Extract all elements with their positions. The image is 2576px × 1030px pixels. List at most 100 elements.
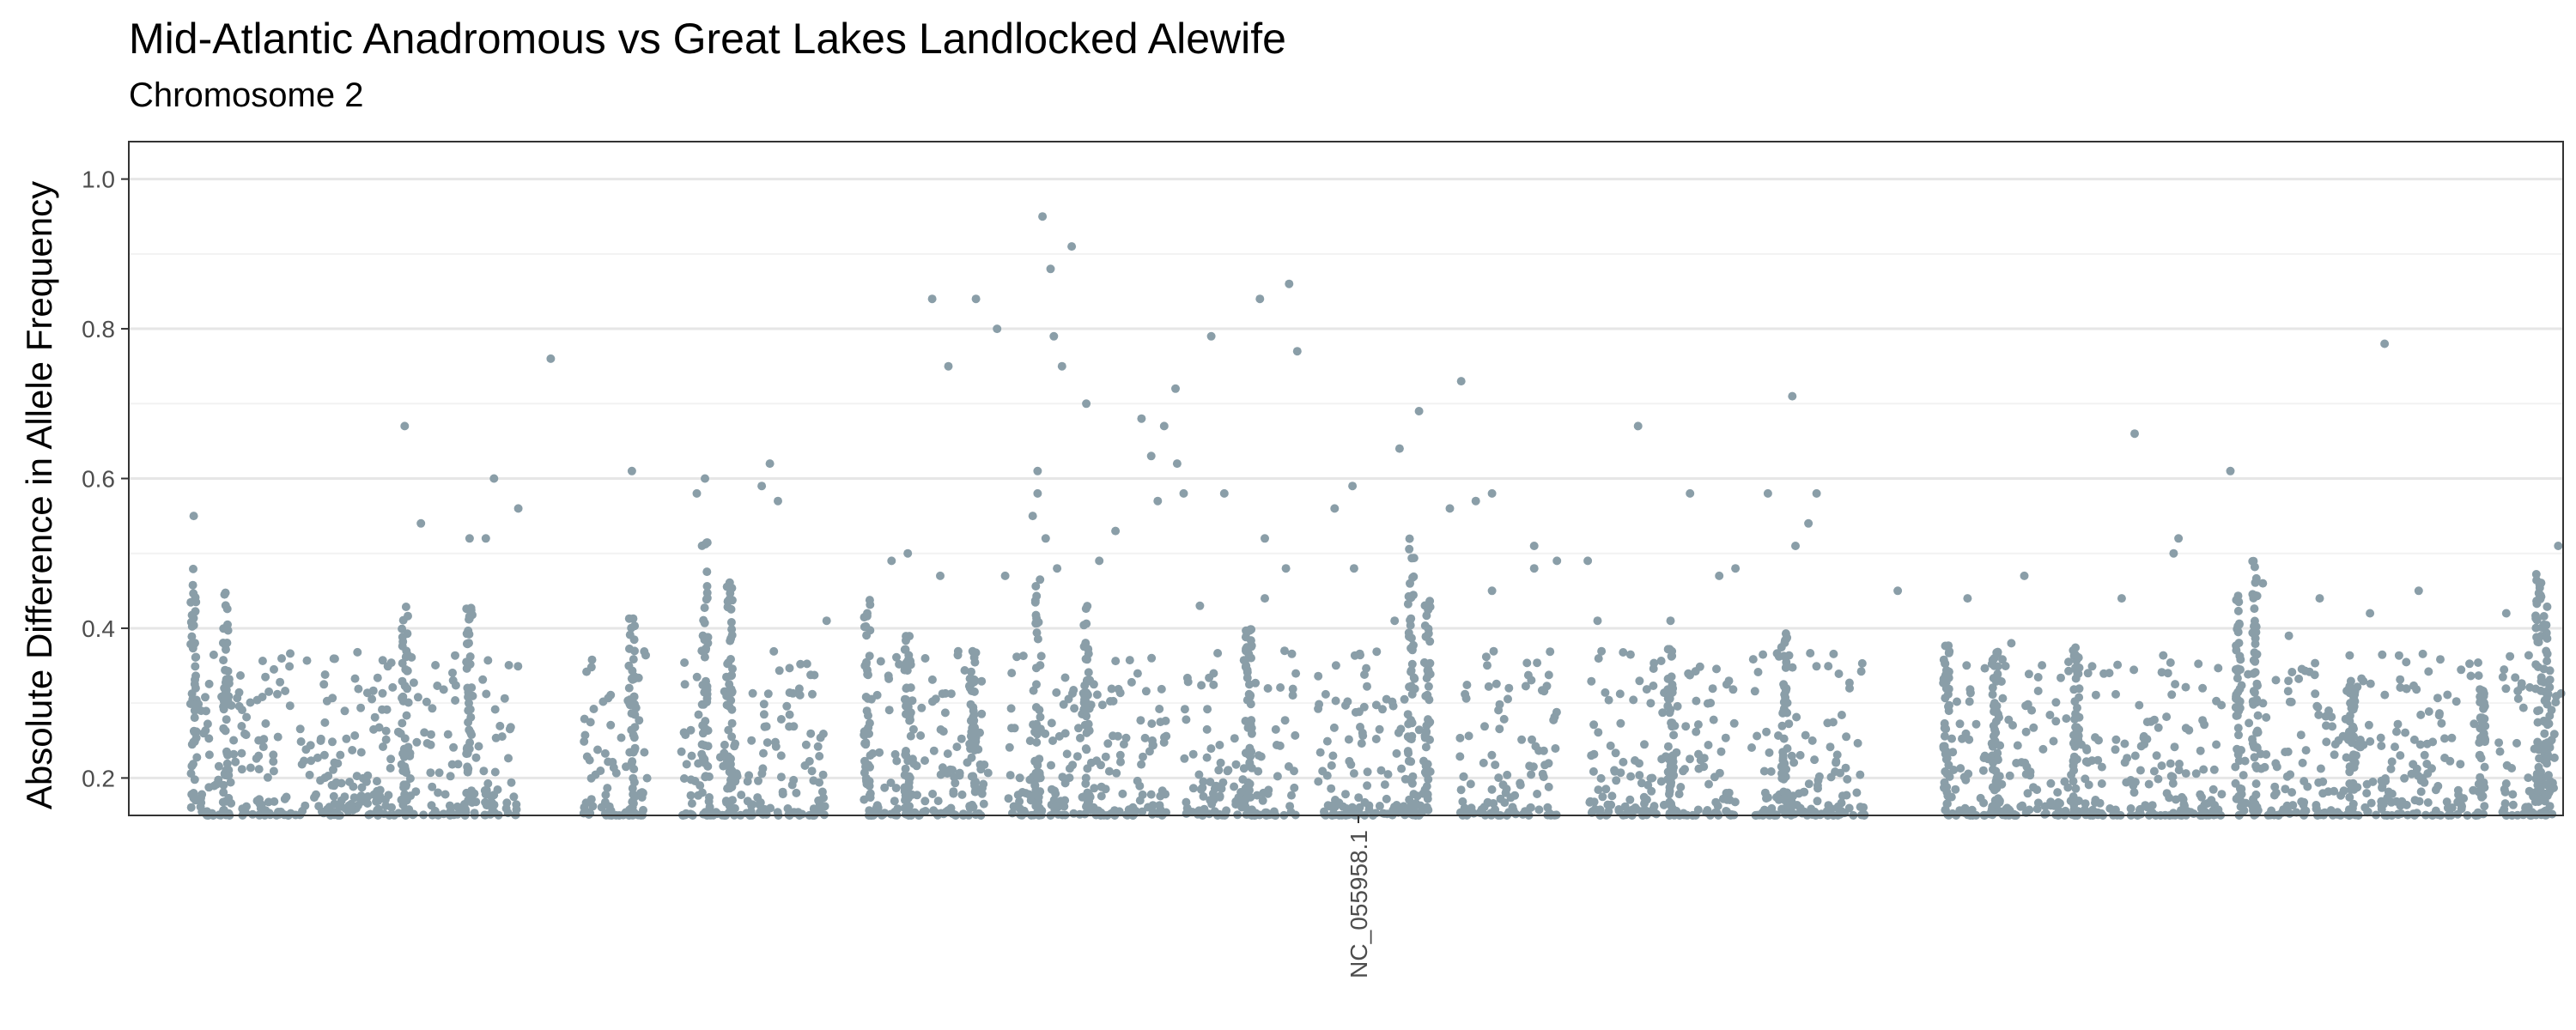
data-point — [1533, 658, 1542, 668]
data-point — [2409, 681, 2418, 690]
data-point — [1784, 719, 1794, 729]
data-point — [1853, 738, 1862, 748]
data-point — [890, 797, 899, 806]
data-point — [2396, 675, 2405, 684]
data-point — [1157, 809, 1166, 819]
data-point — [1658, 708, 1668, 718]
data-point — [692, 488, 702, 498]
data-point — [694, 759, 703, 768]
data-point — [2451, 697, 2461, 706]
data-point — [967, 667, 975, 676]
data-point — [737, 791, 746, 800]
data-point — [240, 729, 249, 738]
data-point — [759, 748, 768, 758]
data-point — [1674, 790, 1684, 799]
data-point — [906, 683, 915, 693]
data-point — [1593, 616, 1602, 626]
data-point — [2539, 612, 2549, 621]
data-point — [482, 689, 491, 699]
data-point — [1214, 766, 1224, 775]
data-point — [2531, 570, 2541, 579]
data-point — [2378, 650, 2387, 659]
data-point — [246, 698, 255, 707]
data-point — [1287, 649, 1297, 658]
data-point — [2545, 682, 2555, 692]
data-point — [388, 682, 398, 692]
data-point — [638, 788, 647, 797]
data-point — [1792, 712, 1801, 722]
data-point — [1034, 792, 1043, 802]
data-point — [2545, 712, 2555, 720]
data-point — [1589, 766, 1598, 776]
data-point — [2251, 633, 2260, 643]
data-point — [782, 701, 792, 711]
data-point — [2231, 762, 2240, 772]
data-point — [1695, 662, 1704, 671]
data-point — [428, 782, 437, 791]
data-point — [1956, 764, 1965, 773]
data-point — [606, 806, 616, 815]
data-point — [2200, 720, 2209, 730]
data-point — [1133, 776, 1142, 785]
data-point — [2447, 803, 2457, 812]
data-point — [1341, 700, 1350, 710]
data-point — [398, 624, 407, 633]
data-point — [760, 804, 769, 814]
data-point — [366, 809, 375, 819]
data-point — [630, 646, 639, 656]
data-point — [2217, 700, 2227, 710]
data-point — [273, 689, 282, 699]
data-point — [1219, 488, 1229, 498]
data-point — [1616, 768, 1625, 778]
data-point — [2075, 797, 2083, 805]
data-point — [1649, 682, 1658, 690]
data-point — [892, 756, 902, 766]
data-point — [1286, 808, 1296, 817]
data-point — [2170, 742, 2179, 752]
data-point — [1208, 789, 1218, 798]
data-point — [2130, 751, 2140, 760]
data-point — [884, 674, 894, 683]
data-point — [1704, 779, 1713, 789]
data-point — [1246, 636, 1255, 645]
data-point — [2234, 597, 2244, 607]
data-point — [765, 459, 775, 469]
data-point — [2029, 783, 2038, 792]
data-point — [2082, 745, 2092, 754]
data-point — [936, 770, 945, 779]
data-point — [1965, 697, 1974, 706]
data-point — [1188, 784, 1198, 793]
data-point — [1407, 659, 1417, 669]
data-point — [785, 663, 794, 673]
data-point — [1156, 718, 1165, 727]
data-point — [1759, 650, 1768, 659]
data-point — [1778, 751, 1788, 760]
data-point — [2311, 689, 2320, 699]
data-point — [2322, 721, 2330, 730]
data-point — [504, 661, 513, 670]
data-point — [763, 689, 773, 699]
data-point — [1663, 767, 1673, 777]
data-point — [1095, 556, 1104, 566]
data-point — [697, 541, 707, 550]
data-point — [2214, 805, 2223, 815]
data-point — [2142, 735, 2152, 744]
data-point — [1552, 707, 1561, 717]
data-point — [1280, 646, 1289, 656]
data-point — [1038, 212, 1048, 221]
data-point — [2168, 779, 2178, 788]
data-point — [2357, 674, 2366, 683]
data-point — [975, 760, 985, 769]
data-point — [2152, 751, 2161, 760]
data-point — [1141, 687, 1151, 696]
data-point — [1829, 649, 1838, 658]
data-point — [382, 705, 392, 714]
data-point — [1215, 791, 1224, 801]
data-point — [189, 789, 198, 798]
data-point — [2420, 778, 2429, 787]
data-point — [2196, 790, 2205, 799]
data-point — [1406, 615, 1415, 625]
data-point — [679, 774, 689, 783]
data-point — [237, 722, 246, 730]
data-point — [434, 788, 443, 797]
